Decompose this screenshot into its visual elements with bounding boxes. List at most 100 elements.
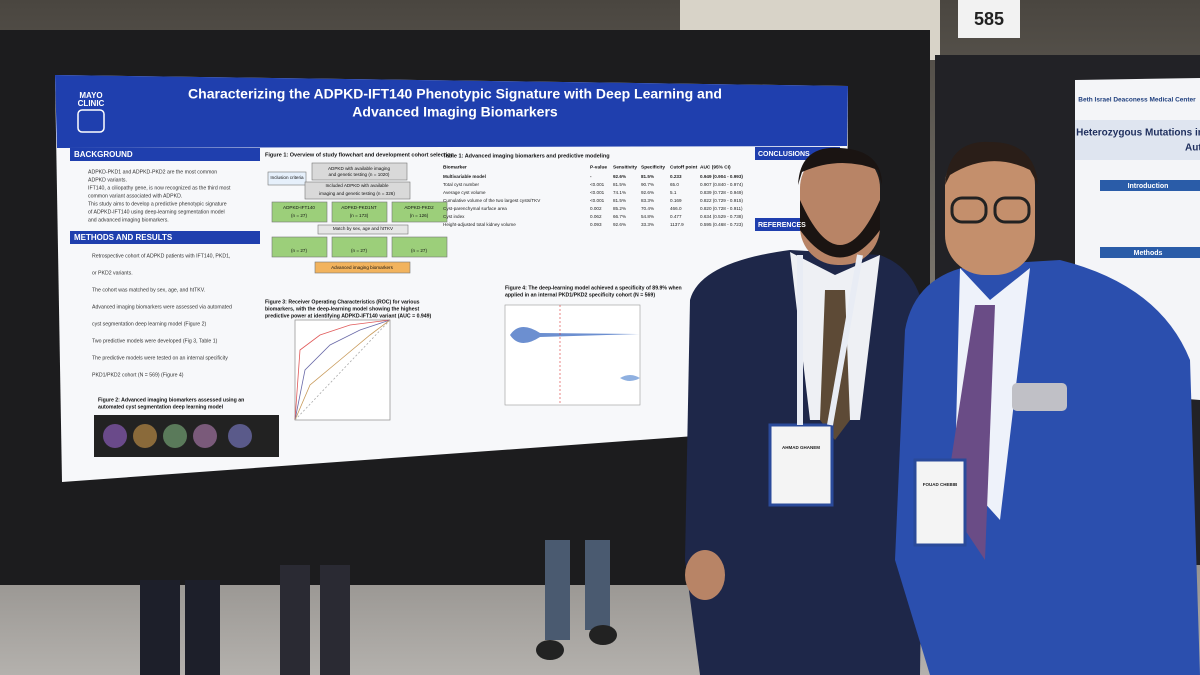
table-cell: 0.169 <box>670 198 682 203</box>
flowchart-label: ADPKD-PKD1NT <box>341 205 377 210</box>
table-cell: Height-adjusted total kidney volume <box>443 222 516 227</box>
table-cell: 92.6% <box>613 174 626 179</box>
table-header: Biomarker <box>443 164 467 170</box>
violin-plot <box>504 304 641 406</box>
flowchart-label: Inclusion criteria <box>270 175 304 180</box>
side-section-heading: Methods <box>1134 250 1163 257</box>
body-text: ADPKD variants. <box>88 177 127 183</box>
table-cell: 0.093 <box>590 222 602 227</box>
table-header: Specificity <box>641 164 665 170</box>
logo-text: MAYO <box>79 91 102 100</box>
flowchart-label: (n = 27) <box>291 248 307 253</box>
body-text: The predictive models were tested on an … <box>92 355 228 361</box>
section-heading: METHODS AND RESULTS <box>74 233 173 242</box>
flowchart-label: ADPKD-IFT140 <box>283 205 315 210</box>
flowchart-label: and genetic testing (n = 1020) <box>329 172 390 177</box>
flowchart-label: (n = 173) <box>350 213 369 218</box>
table-cell: 1137.9 <box>670 222 684 227</box>
table-cell: 54.8% <box>641 214 654 219</box>
badge-name: AHMAD GHANEM <box>782 445 820 450</box>
table-cell: Cyst index <box>443 214 465 219</box>
table-cell: 70.4% <box>641 206 654 211</box>
figure-title: biomarkers, with the deep-learning model… <box>265 306 419 312</box>
roc-plot <box>294 319 391 421</box>
poster <box>55 75 848 482</box>
section-bar <box>70 148 260 161</box>
table-cell: 0.002 <box>590 206 602 211</box>
section-heading: REFERENCES <box>758 222 806 229</box>
section-heading: BACKGROUND <box>74 150 133 159</box>
table-header: P-value <box>590 164 607 170</box>
body-text: Retrospective cohort of ADPKD patients w… <box>92 253 230 259</box>
table-cell: 66.7% <box>613 214 626 219</box>
table-cell: 0.477 <box>670 214 682 219</box>
figure2-images <box>94 415 279 457</box>
side-poster-title: Heterozygous Mutations in <box>1076 128 1200 139</box>
side-poster-header <box>1075 120 1200 160</box>
table-cell: Cyst-parenchymal surface area <box>443 206 507 211</box>
table-cell: 0.907 (0.840 - 0.974) <box>700 182 743 187</box>
table-cell: <0.001 <box>590 190 605 195</box>
table-cell: 85.2% <box>613 206 626 211</box>
flowchart-label: ADPKD-PKD2 <box>404 205 434 210</box>
body-text: and advanced imaging biomarkers. <box>88 217 169 223</box>
table-cell: Total cyst number <box>443 182 479 187</box>
side-poster-institution: Beth Israel Deaconess Medical Center <box>1078 97 1196 104</box>
table-cell: 83.3% <box>641 198 654 203</box>
poster-logo <box>77 109 105 133</box>
poster-title: Characterizing the ADPKD-IFT140 Phenotyp… <box>188 86 722 102</box>
flowchart-label: (n = 126) <box>410 213 429 218</box>
body-text: Two predictive models were developed (Fi… <box>92 338 218 344</box>
table-cell: 90.7% <box>641 182 654 187</box>
background-people <box>140 540 617 675</box>
figure-title: Figure 3: Receiver Operating Characteris… <box>265 299 420 305</box>
logo-text: CLINIC <box>78 99 105 108</box>
side-section-heading: Introduction <box>1128 183 1169 190</box>
body-text: or PKD2 variants. <box>92 270 133 276</box>
table-cell: - <box>590 174 592 179</box>
body-text: This study aims to develop a predictive … <box>88 201 227 207</box>
body-text: common variant associated with ADPKD. <box>88 193 182 199</box>
table-cell: 92.6% <box>641 190 654 195</box>
body-text: of ADPKD-IFT140 using deep-learning segm… <box>88 209 225 215</box>
section-bar <box>1100 180 1200 191</box>
table-header: AUC (95% CI) <box>700 164 731 170</box>
table-cell: 0.595 (0.468 - 0.723) <box>700 222 743 227</box>
flowchart-label: (n = 27) <box>411 248 427 253</box>
figure-title: predictive power at identifying ADPKD-IF… <box>265 313 432 319</box>
table-cell: 81.5% <box>613 198 626 203</box>
poster-header <box>55 75 848 148</box>
table-cell: <0.001 <box>590 198 605 203</box>
poster-title: Advanced Imaging Biomarkers <box>352 104 558 120</box>
person-left <box>685 147 925 675</box>
flowchart-label: (n = 27) <box>351 248 367 253</box>
booth-sign <box>958 0 1020 38</box>
body-text: IFT140, a ciliopathy gene, is now recogn… <box>88 185 231 191</box>
table-cell: 74.1% <box>613 190 626 195</box>
section-bar <box>70 231 260 244</box>
figure-title: applied in an internal PKD1/PKD2 specifi… <box>505 292 655 298</box>
figure-title: automated cyst segmentation deep learnin… <box>98 404 224 410</box>
section-heading: CONCLUSIONS <box>758 151 810 158</box>
body-text: cyst segmentation deep learning model (F… <box>92 321 206 327</box>
table-cell: 0.634 (0.529 - 0.738) <box>700 214 743 219</box>
body-text: The cohort was matched by sex, age, and … <box>92 287 205 293</box>
person-right <box>895 141 1200 675</box>
section-bar <box>1100 247 1200 258</box>
table-cell: 0.822 (0.729 - 0.915) <box>700 198 743 203</box>
flowchart-label: (n = 27) <box>291 213 307 218</box>
body-text: Advanced imaging biomarkers were assesse… <box>92 304 232 310</box>
table-cell: 33.3% <box>641 222 654 227</box>
table-cell: 0.233 <box>670 174 682 179</box>
flowchart-label: Match by sex, age and htTKV <box>333 226 394 231</box>
table-cell: 92.6% <box>613 222 626 227</box>
table-cell: 81.5% <box>613 182 626 187</box>
flowchart-label: ADPKD with available imaging <box>328 166 390 171</box>
table-cell: 0.820 (0.728 - 0.911) <box>700 206 743 211</box>
table-cell: Cumulative volume of the two largest cys… <box>443 198 541 203</box>
table-cell: 0.949 (0.904 - 0.993) <box>700 174 743 179</box>
table-header: Cutoff point <box>670 164 698 170</box>
table-cell: 5.1 <box>670 190 677 195</box>
